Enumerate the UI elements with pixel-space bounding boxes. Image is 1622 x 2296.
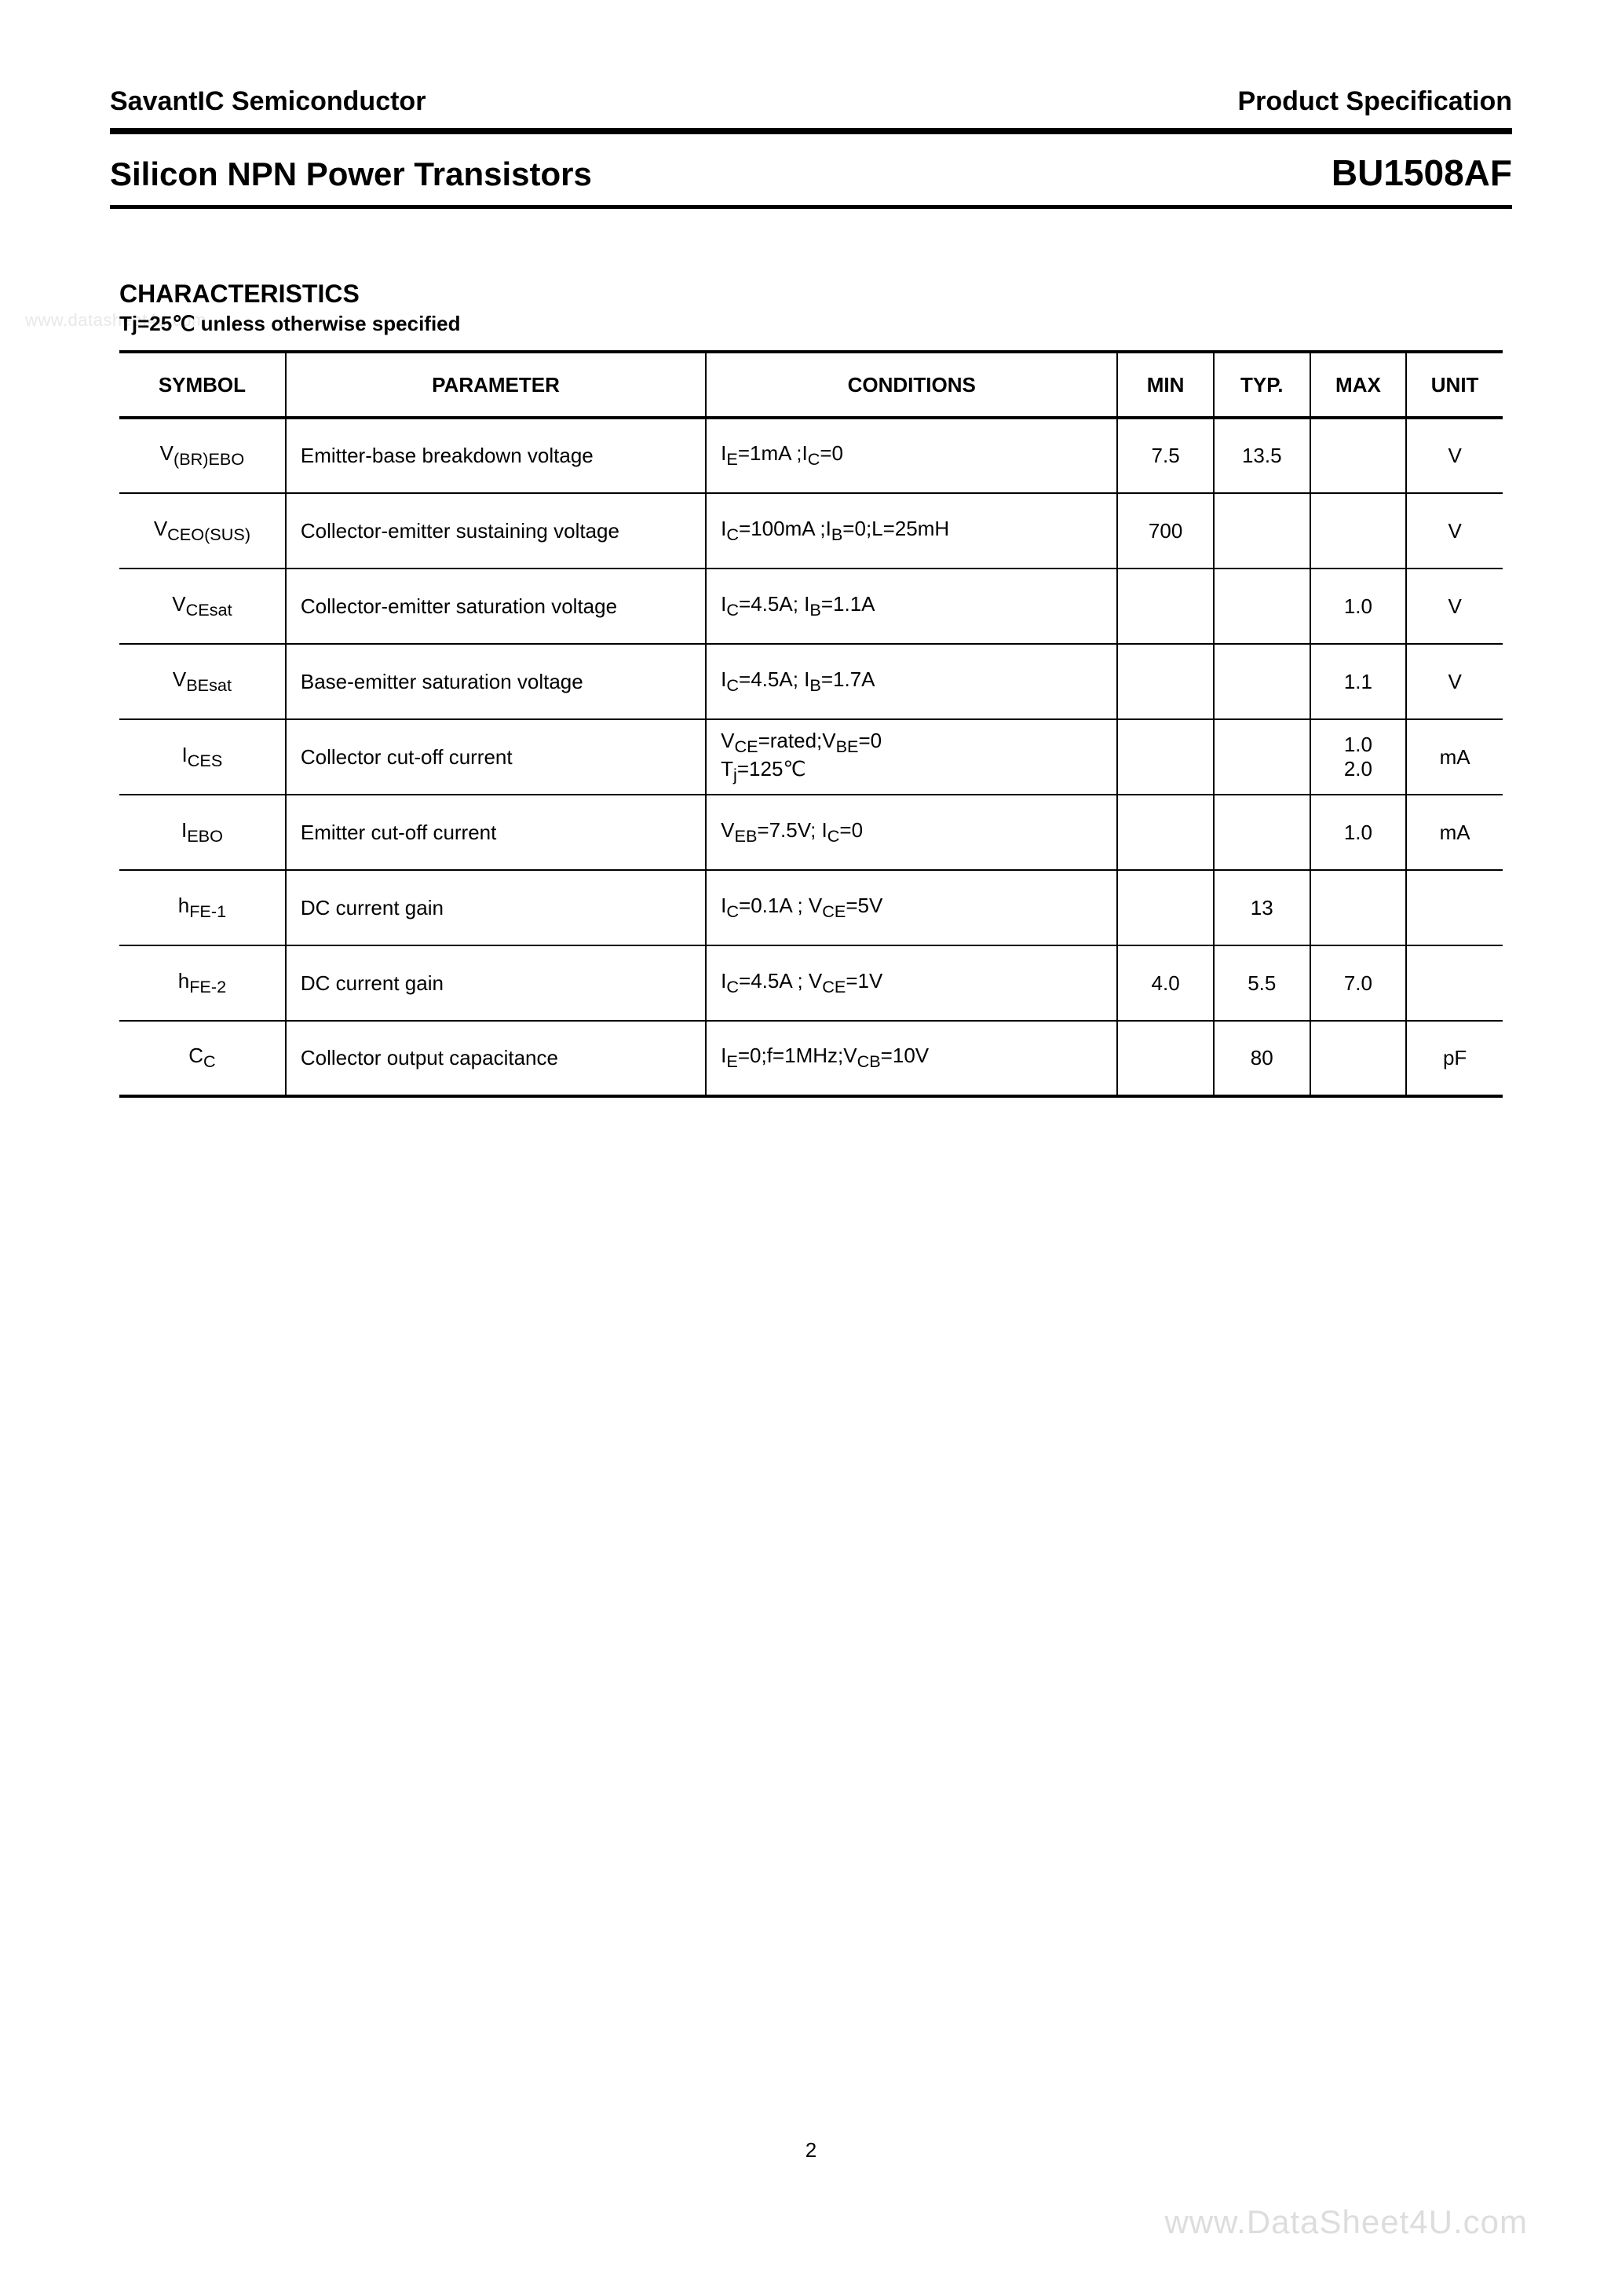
cell-parameter: Emitter cut-off current <box>286 795 706 870</box>
cell-conditions: IE=1mA ;IC=0 <box>706 418 1117 493</box>
cell-max: 1.02.0 <box>1310 719 1407 795</box>
cell-unit: mA <box>1406 795 1503 870</box>
th-conditions: CONDITIONS <box>706 352 1117 418</box>
cell-symbol: V(BR)EBO <box>119 418 286 493</box>
subtitle-row: www.datasheet4u.com Tj=25℃ unless otherw… <box>119 312 1503 336</box>
subheader-rule <box>110 205 1512 209</box>
cell-typ <box>1214 644 1310 719</box>
table-body: V(BR)EBOEmitter-base breakdown voltageIE… <box>119 418 1503 1096</box>
cell-unit: V <box>1406 418 1503 493</box>
section-subtitle: Tj=25℃ unless otherwise specified <box>119 312 461 335</box>
table-row: hFE-2DC current gainIC=4.5A ; VCE=1V4.05… <box>119 945 1503 1021</box>
th-symbol: SYMBOL <box>119 352 286 418</box>
cell-typ: 5.5 <box>1214 945 1310 1021</box>
cell-unit <box>1406 870 1503 945</box>
subheader-right: BU1508AF <box>1332 152 1512 194</box>
cell-symbol: IEBO <box>119 795 286 870</box>
table-row: V(BR)EBOEmitter-base breakdown voltageIE… <box>119 418 1503 493</box>
cell-min: 4.0 <box>1117 945 1214 1021</box>
table-row: VBEsatBase-emitter saturation voltageIC=… <box>119 644 1503 719</box>
cell-conditions: IE=0;f=1MHz;VCB=10V <box>706 1021 1117 1096</box>
cell-parameter: Collector output capacitance <box>286 1021 706 1096</box>
cell-unit: mA <box>1406 719 1503 795</box>
characteristics-section: CHARACTERISTICS www.datasheet4u.com Tj=2… <box>110 280 1512 1098</box>
section-title: CHARACTERISTICS <box>119 280 1503 309</box>
cell-min <box>1117 719 1214 795</box>
cell-parameter: Collector cut-off current <box>286 719 706 795</box>
table-row: hFE-1DC current gainIC=0.1A ; VCE=5V 13 <box>119 870 1503 945</box>
cell-symbol: VCEO(SUS) <box>119 493 286 569</box>
cell-min <box>1117 870 1214 945</box>
table-row: IEBOEmitter cut-off currentVEB=7.5V; IC=… <box>119 795 1503 870</box>
cell-max <box>1310 493 1407 569</box>
cell-conditions: IC=0.1A ; VCE=5V <box>706 870 1117 945</box>
cell-unit <box>1406 945 1503 1021</box>
cell-conditions: IC=4.5A; IB=1.1A <box>706 569 1117 644</box>
cell-typ <box>1214 719 1310 795</box>
cell-symbol: CC <box>119 1021 286 1096</box>
page: SavantIC Semiconductor Product Specifica… <box>0 0 1622 2296</box>
header-rule <box>110 128 1512 134</box>
cell-symbol: ICES <box>119 719 286 795</box>
cell-max <box>1310 418 1407 493</box>
cell-typ <box>1214 795 1310 870</box>
cell-typ <box>1214 493 1310 569</box>
cell-parameter: Base-emitter saturation voltage <box>286 644 706 719</box>
header-left: SavantIC Semiconductor <box>110 86 426 117</box>
cell-parameter: Collector-emitter sustaining voltage <box>286 493 706 569</box>
th-min: MIN <box>1117 352 1214 418</box>
cell-unit: V <box>1406 493 1503 569</box>
table-row: VCEsatCollector-emitter saturation volta… <box>119 569 1503 644</box>
cell-conditions: IC=4.5A; IB=1.7A <box>706 644 1117 719</box>
cell-min: 700 <box>1117 493 1214 569</box>
cell-min <box>1117 1021 1214 1096</box>
table-row: ICESCollector cut-off currentVCE=rated;V… <box>119 719 1503 795</box>
cell-max: 1.0 <box>1310 569 1407 644</box>
cell-max: 1.0 <box>1310 795 1407 870</box>
cell-symbol: VBEsat <box>119 644 286 719</box>
cell-max: 1.1 <box>1310 644 1407 719</box>
cell-min <box>1117 569 1214 644</box>
cell-max <box>1310 1021 1407 1096</box>
th-max: MAX <box>1310 352 1407 418</box>
th-typ: TYP. <box>1214 352 1310 418</box>
cell-min <box>1117 795 1214 870</box>
watermark-bottom: www.DataSheet4U.com <box>1164 2203 1528 2241</box>
cell-max: 7.0 <box>1310 945 1407 1021</box>
table-header-row: SYMBOL PARAMETER CONDITIONS MIN TYP. MAX… <box>119 352 1503 418</box>
cell-conditions: VCE=rated;VBE=0Tj=125℃ <box>706 719 1117 795</box>
subheader: Silicon NPN Power Transistors BU1508AF <box>110 152 1512 194</box>
table-row: VCEO(SUS)Collector-emitter sustaining vo… <box>119 493 1503 569</box>
cell-typ <box>1214 569 1310 644</box>
cell-conditions: VEB=7.5V; IC=0 <box>706 795 1117 870</box>
cell-typ: 80 <box>1214 1021 1310 1096</box>
cell-symbol: hFE-2 <box>119 945 286 1021</box>
cell-conditions: IC=4.5A ; VCE=1V <box>706 945 1117 1021</box>
header-right: Product Specification <box>1238 86 1513 117</box>
page-header: SavantIC Semiconductor Product Specifica… <box>110 86 1512 117</box>
cell-symbol: VCEsat <box>119 569 286 644</box>
cell-parameter: Collector-emitter saturation voltage <box>286 569 706 644</box>
page-number: 2 <box>0 2138 1622 2163</box>
cell-unit: V <box>1406 644 1503 719</box>
cell-parameter: Emitter-base breakdown voltage <box>286 418 706 493</box>
cell-min: 7.5 <box>1117 418 1214 493</box>
cell-typ: 13.5 <box>1214 418 1310 493</box>
th-parameter: PARAMETER <box>286 352 706 418</box>
table-row: CCCollector output capacitanceIE=0;f=1MH… <box>119 1021 1503 1096</box>
cell-parameter: DC current gain <box>286 945 706 1021</box>
cell-unit: V <box>1406 569 1503 644</box>
subheader-left: Silicon NPN Power Transistors <box>110 155 592 193</box>
cell-unit: pF <box>1406 1021 1503 1096</box>
cell-max <box>1310 870 1407 945</box>
cell-parameter: DC current gain <box>286 870 706 945</box>
cell-symbol: hFE-1 <box>119 870 286 945</box>
th-unit: UNIT <box>1406 352 1503 418</box>
cell-typ: 13 <box>1214 870 1310 945</box>
cell-min <box>1117 644 1214 719</box>
characteristics-table: SYMBOL PARAMETER CONDITIONS MIN TYP. MAX… <box>119 350 1503 1098</box>
cell-conditions: IC=100mA ;IB=0;L=25mH <box>706 493 1117 569</box>
